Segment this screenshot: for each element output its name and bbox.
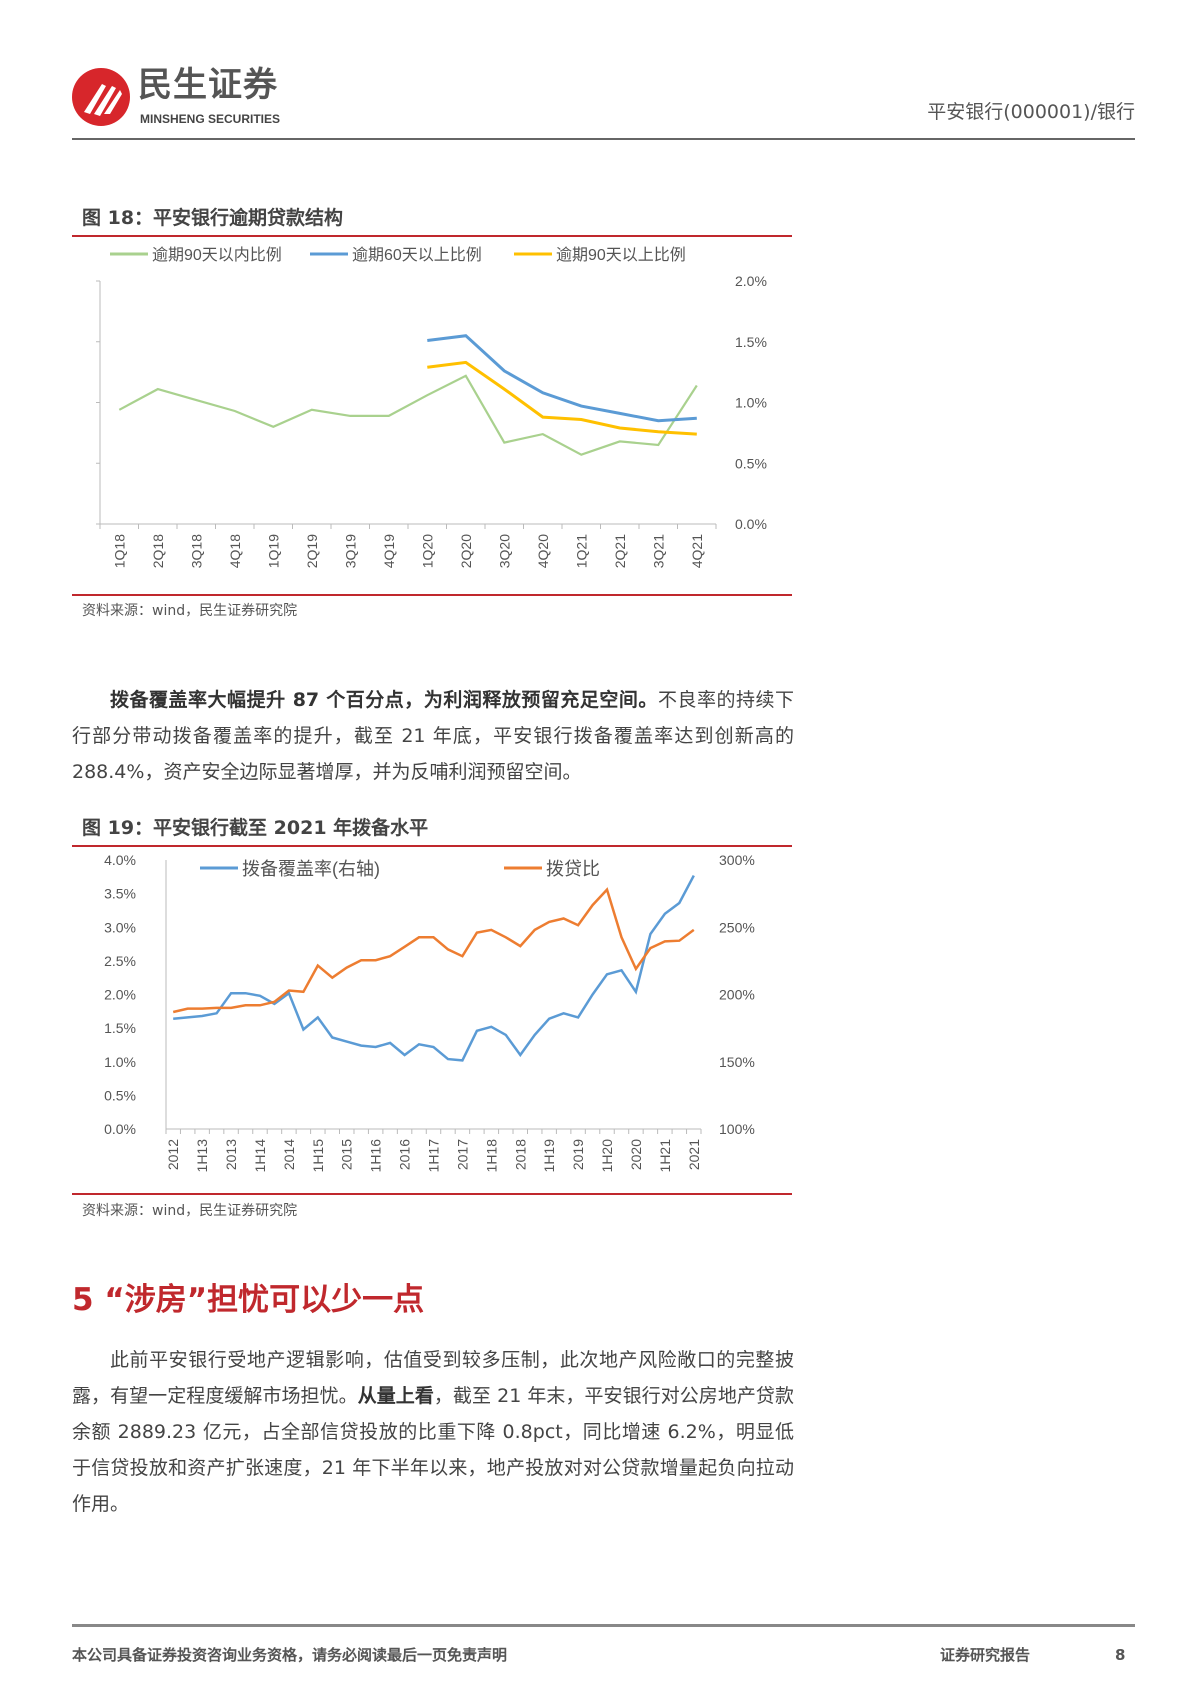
figure-18-source: 资料来源：wind，民生证券研究院: [82, 603, 298, 619]
series-line-1: [172, 887, 695, 1014]
y-right-tick-label: 250%: [719, 919, 755, 935]
x-tick-label: 2012: [165, 1139, 181, 1170]
figure-18-chart: 0.0% 0.5% 1.0% 1.5% 2.0% 1Q18 2Q18 3Q18 4Q18 1Q19…: [96, 246, 767, 568]
y-tick-label: 0.5%: [735, 455, 767, 471]
x-tick-label: 4Q20: [535, 534, 551, 568]
footer-disclaimer: 本公司具备证券投资咨询业务资格，请务必阅读最后一页免责声明: [72, 1646, 508, 1664]
x-tick-label: 2017: [454, 1139, 470, 1170]
y-left-tick-label: 1.0%: [104, 1054, 136, 1070]
x-tick-label: 2Q20: [458, 534, 474, 568]
y-right-tick-label: 300%: [719, 852, 755, 868]
series-line-2: [427, 360, 697, 436]
y-right-tick-label: 100%: [719, 1121, 755, 1137]
header-divider: [72, 138, 1135, 140]
y-tick-label: 1.0%: [735, 395, 767, 411]
x-tick-label: 2021: [686, 1139, 702, 1170]
y-left-tick-label: 0.0%: [104, 1121, 136, 1137]
paragraph-real-estate-intro: 此前平安银行受地产逻辑影响，估值受到较多压制，此次地产风险敞口的完整披露，有望一…: [72, 1349, 794, 1407]
x-tick-label: 2Q19: [304, 534, 320, 568]
logo-text-en: MINSHENG SECURITIES: [140, 112, 281, 126]
x-tick-label: 1H20: [599, 1139, 615, 1173]
y-right-tick-label: 150%: [719, 1054, 755, 1070]
paragraph-provision-body: 不良率的持续下行部分带动拨备覆盖率的提升，截至 21 年底，平安银行拨备覆盖率达…: [72, 689, 794, 783]
series-line-1: [427, 334, 697, 423]
x-tick-label: 1Q18: [111, 534, 127, 568]
logo-emblem-icon: [72, 68, 130, 126]
x-tick-label: 1H16: [368, 1139, 384, 1173]
paragraph-real-estate-body: ，截至 21 年末，平安银行对公房地产贷款余额 2889.23 亿元，占全部信贷…: [72, 1385, 794, 1515]
x-tick-label: 1Q21: [573, 534, 589, 568]
x-tick-label: 1H19: [541, 1139, 557, 1173]
x-tick-label: 2014: [281, 1139, 297, 1170]
legend-label-1: 拨贷比: [546, 859, 600, 879]
figure-19-bottom-rule: [72, 1193, 792, 1195]
figure-18-bottom-rule: [72, 594, 792, 596]
paragraph-provision: 拨备覆盖率大幅提升 87 个百分点，为利润释放预留充足空间。不良率的持续下行部分…: [72, 682, 794, 790]
x-tick-label: 3Q21: [650, 534, 666, 568]
section-heading: 5 “涉房”担忧可以少一点: [72, 1282, 425, 1318]
y-left-tick-label: 0.5%: [104, 1087, 136, 1103]
figure-19-top-rule: [72, 845, 792, 847]
paragraph-real-estate-lead: 从量上看: [357, 1385, 434, 1407]
y-left-tick-label: 2.0%: [104, 987, 136, 1003]
y-tick-label: 0.0%: [735, 516, 767, 532]
x-tick-label: 4Q18: [227, 534, 243, 568]
x-tick-label: 3Q19: [342, 534, 358, 568]
paragraph-real-estate: 此前平安银行受地产逻辑影响，估值受到较多压制，此次地产风险敞口的完整披露，有望一…: [72, 1342, 794, 1522]
series-line-0: [118, 374, 698, 456]
x-tick-label: 2Q21: [612, 534, 628, 568]
y-left-tick-label: 3.5%: [104, 886, 136, 902]
y-left-tick-label: 1.5%: [104, 1020, 136, 1036]
page-number: 8: [1115, 1646, 1126, 1664]
series-line-0: [173, 875, 695, 1062]
y-tick-label: 1.5%: [735, 334, 767, 350]
figure-18-top-rule: [72, 235, 792, 237]
x-tick-label: 2019: [570, 1139, 586, 1170]
x-tick-label: 3Q20: [496, 534, 512, 568]
x-tick-label: 1H14: [252, 1139, 268, 1173]
x-tick-label: 4Q21: [689, 534, 705, 568]
figure-19-chart: 0.0% 0.5% 1.0% 1.5% 2.0% 2.5% 3.0% 3.5% 4.0% 100%…: [104, 852, 755, 1173]
document-reference: 平安银行(000001)/银行: [927, 101, 1135, 123]
x-tick-label: 1H17: [426, 1139, 442, 1173]
x-tick-label: 1Q19: [265, 534, 281, 568]
x-tick-label: 1H13: [194, 1139, 210, 1173]
figure-19-source: 资料来源：wind，民生证券研究院: [82, 1203, 298, 1219]
x-tick-label: 2Q18: [150, 534, 166, 568]
footer-report-type: 证券研究报告: [940, 1646, 1031, 1664]
legend-label-0: 拨备覆盖率(右轴): [242, 859, 380, 879]
company-logo: 民生证券 MINSHENG SECURITIES: [72, 66, 312, 132]
y-left-tick-label: 2.5%: [104, 953, 136, 969]
x-tick-label: 2018: [512, 1139, 528, 1170]
x-tick-label: 2013: [223, 1139, 239, 1170]
x-tick-label: 2016: [397, 1139, 413, 1170]
footer-divider: [72, 1624, 1135, 1627]
x-tick-label: 1Q20: [419, 534, 435, 568]
x-tick-label: 1H15: [310, 1139, 326, 1173]
logo-text-cn: 民生证券: [138, 65, 278, 105]
y-left-tick-label: 3.0%: [104, 919, 136, 935]
legend-label-2: 逾期90天以上比例: [556, 246, 686, 264]
paragraph-provision-lead: 拨备覆盖率大幅提升 87 个百分点，为利润释放预留充足空间。: [110, 689, 658, 711]
legend-label-1: 逾期60天以上比例: [352, 246, 482, 264]
x-tick-label: 4Q19: [381, 534, 397, 568]
x-tick-label: 1H21: [657, 1139, 673, 1173]
x-tick-label: 1H18: [483, 1139, 499, 1173]
y-right-tick-label: 200%: [719, 987, 755, 1003]
y-tick-label: 2.0%: [735, 273, 767, 289]
figure-19-title: 图 19：平安银行截至 2021 年拨备水平: [82, 817, 429, 839]
x-tick-label: 3Q18: [188, 534, 204, 568]
x-tick-label: 2020: [628, 1139, 644, 1170]
figure-18-title: 图 18：平安银行逾期贷款结构: [82, 207, 344, 229]
legend-label-0: 逾期90天以内比例: [152, 246, 282, 264]
y-left-tick-label: 4.0%: [104, 852, 136, 868]
x-tick-label: 2015: [339, 1139, 355, 1170]
